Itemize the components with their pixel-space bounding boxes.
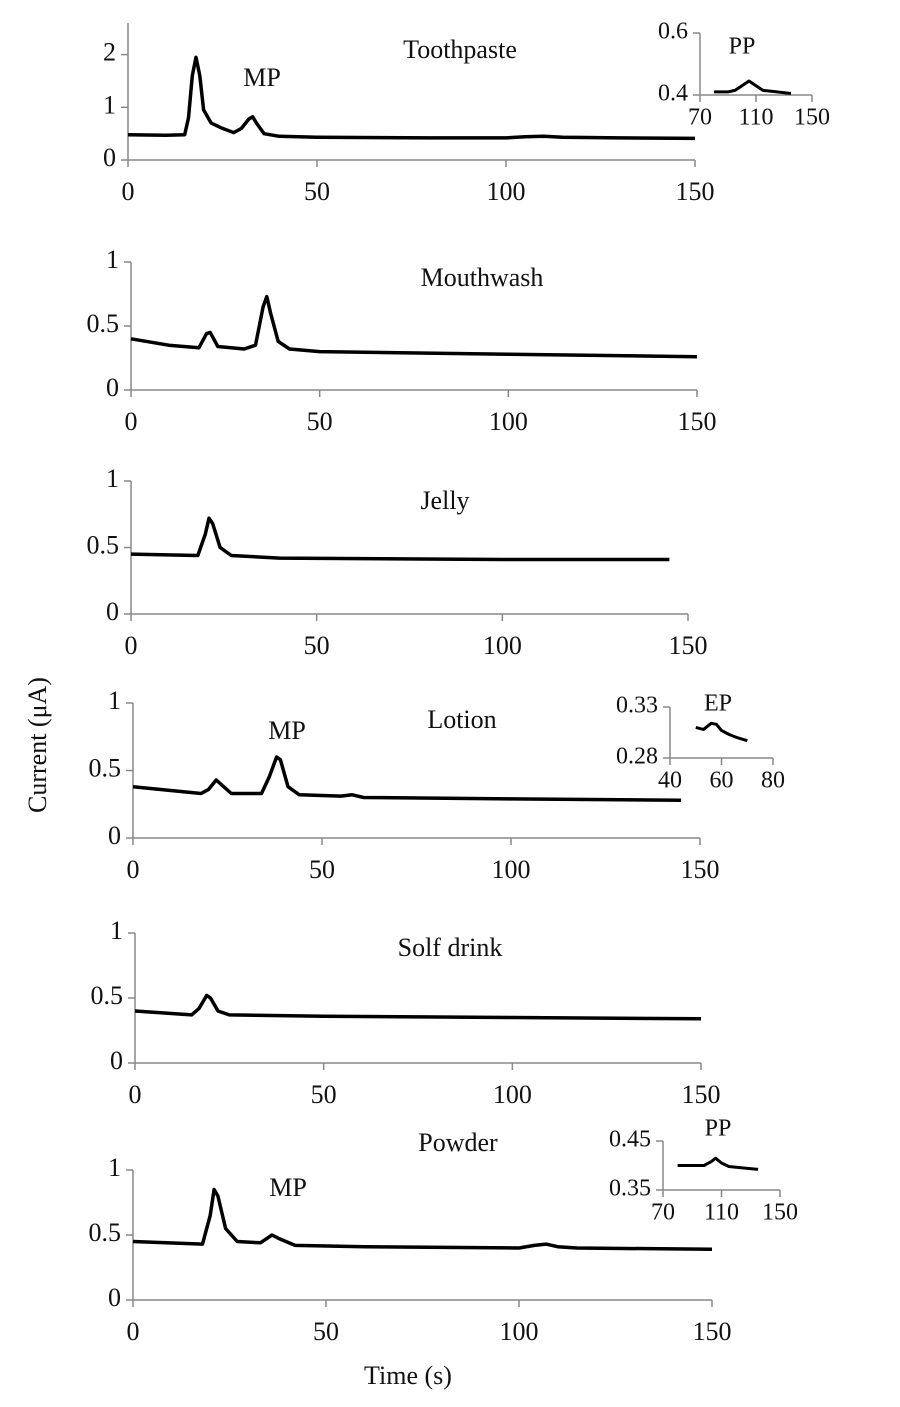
series-line [132,1187,713,1252]
panel-title: PP [705,1116,732,1142]
y-tick-label: 0.45 [609,1127,651,1153]
x-tick-label: 100 [493,1080,532,1109]
x-tick-label: 50 [304,631,330,660]
y-tick-label: 1 [106,464,119,493]
x-tick-label: 110 [704,1200,739,1226]
y-tick-label: 0 [108,821,121,850]
panel-title: Powder [418,1128,498,1157]
x-tick-label: 60 [710,768,734,794]
y-tick-label: 1 [110,916,123,945]
series-line [132,755,682,802]
x-tick-label: 150 [762,1200,798,1226]
panel-title: Lotion [427,705,496,734]
x-tick-label: 100 [492,855,531,884]
y-tick-label: 1 [106,245,119,274]
y-tick-label: 0 [110,1046,123,1075]
y-tick-label: 0 [106,373,119,402]
y-axis-label: Current (μA) [23,677,52,813]
series-line [714,79,792,95]
series-line [695,721,748,743]
y-tick-label: 0.5 [87,530,120,559]
x-tick-label: 150 [681,855,720,884]
panel-title: Solf drink [398,933,503,962]
x-tick-label: 80 [761,768,785,794]
x-tick-label: 50 [309,855,335,884]
y-tick-label: 0.33 [616,693,658,719]
x-tick-label: 70 [688,105,712,131]
x-tick-label: 150 [682,1080,721,1109]
x-tick-label: 0 [127,855,140,884]
x-tick-label: 100 [489,407,528,436]
y-tick-label: 1 [108,1153,121,1182]
x-tick-label: 100 [487,177,526,206]
y-tick-label: 1 [103,90,116,119]
x-tick-label: 70 [651,1200,675,1226]
x-tick-label: 50 [307,407,333,436]
series-line [130,294,698,359]
series-line [677,1156,759,1171]
x-tick-label: 50 [313,1317,339,1346]
y-tick-label: 0.5 [89,1218,122,1247]
y-tick-label: 0 [106,597,119,626]
y-tick-label: 0.5 [91,981,124,1010]
panel-title: Toothpaste [403,35,517,64]
y-tick-label: 0.6 [658,19,688,45]
y-tick-label: 0.35 [609,1176,651,1202]
x-tick-label: 0 [129,1080,142,1109]
x-tick-label: 50 [311,1080,337,1109]
y-tick-label: 0 [103,143,116,172]
x-tick-label: 150 [693,1317,732,1346]
x-tick-label: 0 [127,1317,140,1346]
annotation: MP [243,63,281,92]
series-line [127,55,696,141]
series-line [134,993,702,1021]
y-tick-label: 0.5 [87,309,120,338]
y-tick-label: 0.5 [89,753,122,782]
x-tick-label: 50 [304,177,330,206]
x-tick-label: 0 [125,631,138,660]
x-tick-label: 100 [500,1317,539,1346]
x-axis-label: Time (s) [364,1361,452,1390]
x-tick-label: 150 [794,105,830,131]
y-tick-label: 0.28 [616,744,658,770]
x-tick-label: 0 [125,407,138,436]
annotation: MP [269,1173,307,1202]
x-tick-label: 150 [669,631,708,660]
panel-title: Mouthwash [421,263,544,292]
y-tick-label: 2 [103,38,116,67]
y-tick-label: 0 [108,1283,121,1312]
x-tick-label: 100 [483,631,522,660]
panel-title: EP [704,691,732,717]
y-tick-label: 1 [108,686,121,715]
x-tick-label: 150 [678,407,717,436]
x-tick-label: 110 [738,105,773,131]
panel-title: Jelly [420,486,469,515]
x-tick-label: 0 [122,177,135,206]
series-line [130,516,670,562]
x-tick-label: 150 [676,177,715,206]
annotation: MP [268,716,306,745]
x-tick-label: 40 [658,768,682,794]
y-tick-label: 0.4 [658,81,688,107]
panel-title: PP [729,34,756,60]
